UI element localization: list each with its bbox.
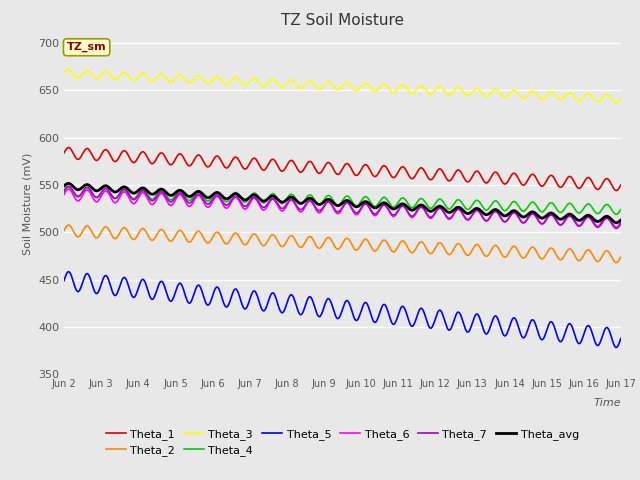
Theta_6 [126, 197, 134, 203]
Theta_6 [612, 225, 620, 230]
Theta_5 [104, 275, 111, 280]
Theta_3 [60, 71, 68, 76]
Line: Theta_6: Theta_6 [64, 189, 621, 228]
Title: TZ Soil Moisture: TZ Soil Moisture [281, 13, 404, 28]
Theta_3 [104, 69, 111, 75]
Theta_2 [126, 233, 134, 239]
Theta_3 [65, 67, 72, 72]
Theta_4 [104, 186, 111, 192]
Theta_avg [297, 201, 305, 206]
Line: Theta_avg: Theta_avg [64, 183, 621, 223]
Theta_avg [65, 180, 72, 186]
Theta_4 [297, 201, 305, 207]
Line: Theta_4: Theta_4 [64, 187, 621, 214]
Text: TZ_sm: TZ_sm [67, 42, 106, 52]
Theta_4 [318, 200, 326, 205]
Theta_6 [60, 192, 68, 197]
Theta_avg [104, 183, 111, 189]
Theta_7 [378, 204, 385, 210]
Line: Theta_5: Theta_5 [64, 272, 621, 348]
Theta_1 [60, 150, 68, 156]
Line: Theta_7: Theta_7 [64, 186, 621, 228]
Theta_3 [617, 96, 625, 102]
Theta_7 [617, 221, 625, 227]
Theta_1 [65, 144, 72, 150]
Theta_2 [617, 254, 625, 260]
Theta_3 [318, 84, 326, 90]
Theta_7 [65, 183, 72, 189]
Theta_5 [378, 306, 385, 312]
Theta_4 [378, 196, 385, 202]
Theta_3 [126, 75, 134, 81]
Theta_6 [104, 189, 111, 195]
Theta_5 [126, 288, 134, 294]
Theta_2 [65, 222, 72, 228]
Theta_3 [612, 100, 620, 106]
Theta_1 [308, 160, 316, 166]
Theta_6 [65, 186, 72, 192]
Theta_1 [617, 182, 625, 188]
Theta_4 [617, 207, 625, 213]
Theta_6 [308, 200, 316, 205]
Theta_7 [297, 207, 305, 213]
Theta_2 [104, 225, 111, 231]
Theta_1 [318, 168, 326, 174]
Theta_5 [60, 278, 68, 284]
Theta_1 [378, 165, 385, 171]
Theta_4 [612, 211, 620, 217]
Theta_avg [617, 217, 625, 223]
Theta_5 [318, 310, 326, 315]
Theta_3 [297, 85, 305, 91]
Theta_2 [308, 235, 316, 241]
Theta_7 [318, 206, 326, 212]
Line: Theta_1: Theta_1 [64, 147, 621, 191]
Theta_5 [65, 269, 72, 275]
Text: Time: Time [593, 398, 621, 408]
Legend: Theta_1, Theta_2, Theta_3, Theta_4, Theta_5, Theta_6, Theta_7, Theta_avg: Theta_1, Theta_2, Theta_3, Theta_4, Thet… [102, 424, 583, 461]
Theta_avg [126, 188, 134, 194]
Theta_5 [617, 336, 625, 341]
Theta_7 [126, 193, 134, 199]
Line: Theta_2: Theta_2 [64, 225, 621, 263]
Theta_4 [60, 189, 68, 194]
Theta_avg [60, 183, 68, 189]
Theta_7 [612, 226, 620, 231]
Theta_1 [126, 156, 134, 162]
Theta_avg [378, 201, 385, 207]
Theta_2 [297, 245, 305, 251]
Theta_7 [60, 188, 68, 193]
Theta_2 [378, 240, 385, 245]
Theta_4 [308, 193, 316, 199]
Theta_6 [617, 219, 625, 225]
Theta_4 [126, 193, 134, 199]
Y-axis label: Soil Moisture (mV): Soil Moisture (mV) [22, 153, 33, 255]
Theta_6 [378, 204, 385, 210]
Theta_6 [318, 207, 326, 213]
Theta_4 [65, 184, 72, 190]
Theta_2 [60, 228, 68, 233]
Theta_2 [318, 243, 326, 249]
Theta_5 [308, 297, 316, 302]
Theta_avg [612, 220, 620, 226]
Theta_5 [297, 312, 305, 318]
Theta_2 [612, 260, 620, 265]
Theta_6 [297, 209, 305, 215]
Theta_1 [612, 188, 620, 193]
Theta_5 [612, 345, 620, 350]
Theta_1 [104, 148, 111, 154]
Theta_7 [308, 199, 316, 205]
Theta_7 [104, 187, 111, 192]
Theta_1 [297, 169, 305, 175]
Theta_3 [378, 83, 385, 89]
Theta_3 [308, 79, 316, 85]
Theta_avg [318, 201, 326, 206]
Line: Theta_3: Theta_3 [64, 70, 621, 103]
Theta_avg [308, 196, 316, 202]
